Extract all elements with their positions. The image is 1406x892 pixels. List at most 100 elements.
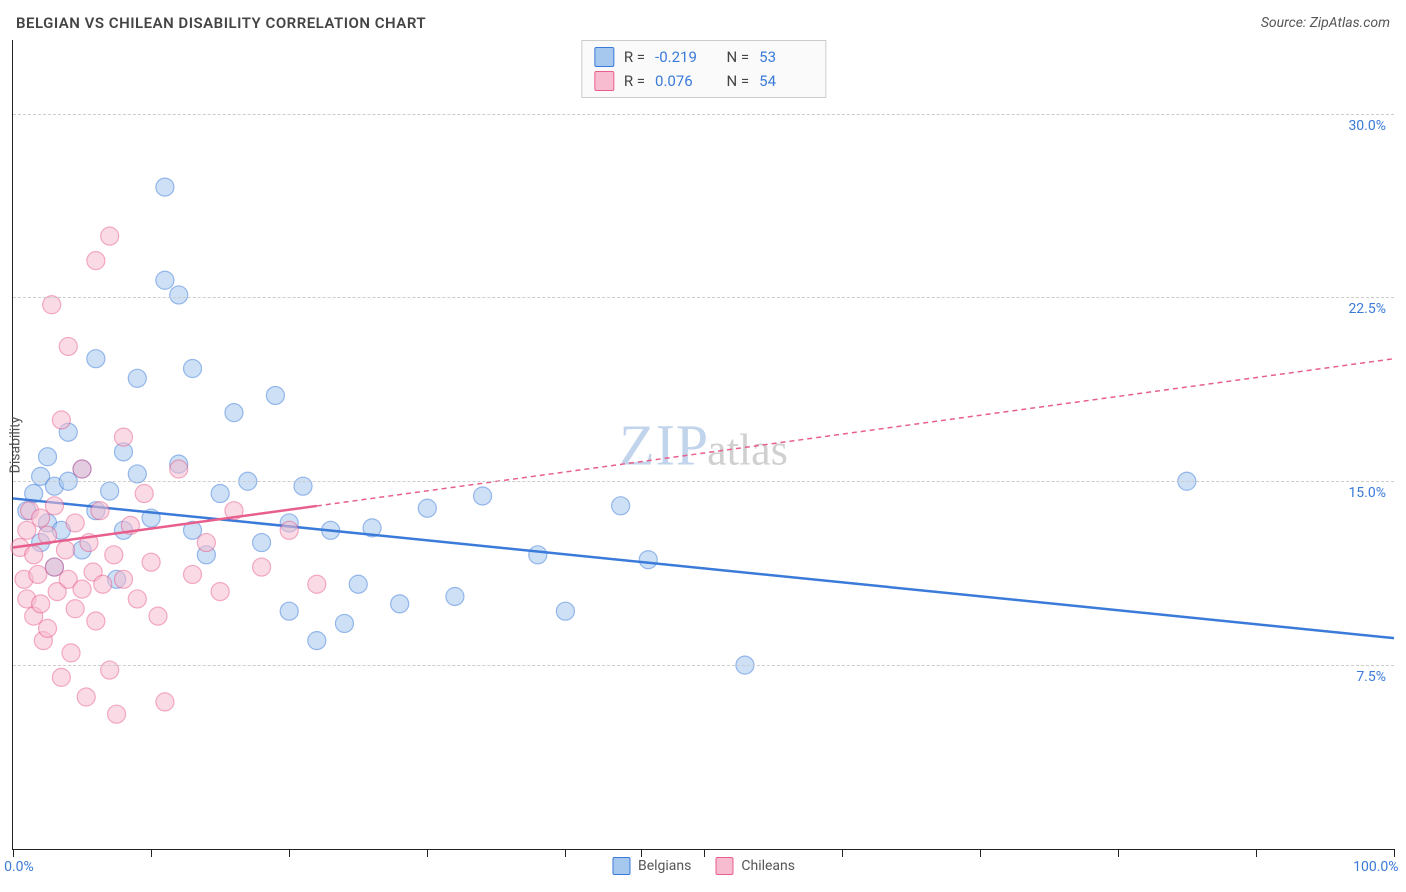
data-point [114, 428, 132, 446]
data-point [101, 482, 119, 500]
data-point [128, 465, 146, 483]
n-label: N = [719, 69, 749, 93]
x-tick [13, 849, 14, 857]
scatter-svg [13, 40, 1394, 849]
x-axis-min-label: 0.0% [4, 859, 34, 875]
data-point [73, 580, 91, 598]
data-point [225, 404, 243, 422]
data-point [211, 583, 229, 601]
data-point [39, 448, 57, 466]
data-point [87, 612, 105, 630]
x-tick [427, 849, 428, 857]
legend-bottom: Belgians Chileans [612, 857, 795, 875]
data-point [170, 286, 188, 304]
data-point [149, 607, 167, 625]
data-point [184, 565, 202, 583]
correlation-stats-box: R = -0.219 N = 53R = 0.076 N = 54 [581, 40, 826, 98]
data-point [87, 252, 105, 270]
data-point [94, 575, 112, 593]
data-point [170, 460, 188, 478]
legend-item: Belgians [612, 857, 691, 875]
series-swatch [594, 47, 614, 67]
gridline [13, 665, 1394, 666]
data-point [32, 595, 50, 613]
x-axis-max-label: 100.0% [1353, 859, 1398, 875]
data-point [43, 296, 61, 314]
data-point [308, 575, 326, 593]
x-tick [1118, 849, 1119, 857]
data-point [612, 497, 630, 515]
data-point [156, 693, 174, 711]
x-tick [842, 849, 843, 857]
legend-swatch [715, 857, 733, 875]
x-tick [289, 849, 290, 857]
legend-swatch [612, 857, 630, 875]
data-point [45, 497, 63, 515]
data-point [308, 632, 326, 650]
legend-label: Belgians [638, 858, 691, 874]
r-value: -0.219 [655, 45, 709, 69]
stats-row: R = 0.076 N = 54 [594, 69, 813, 93]
data-point [59, 337, 77, 355]
stats-row: R = -0.219 N = 53 [594, 45, 813, 69]
source-attribution: Source: ZipAtlas.com [1261, 15, 1390, 31]
data-point [105, 546, 123, 564]
x-tick [565, 849, 566, 857]
data-point [556, 602, 574, 620]
data-point [280, 602, 298, 620]
data-point [66, 514, 84, 532]
data-point [294, 477, 312, 495]
gridline [13, 297, 1394, 298]
data-point [128, 590, 146, 608]
data-point [56, 541, 74, 559]
chart-container: BELGIAN VS CHILEAN DISABILITY CORRELATIO… [12, 12, 1394, 880]
data-point [108, 705, 126, 723]
data-point [197, 534, 215, 552]
data-point [418, 499, 436, 517]
x-tick [704, 849, 705, 857]
x-tick [1394, 849, 1395, 857]
data-point [446, 587, 464, 605]
trend-line-extrapolated [317, 359, 1394, 506]
data-point [114, 570, 132, 588]
data-point [639, 551, 657, 569]
data-point [52, 411, 70, 429]
x-tick [980, 849, 981, 857]
data-point [52, 668, 70, 686]
y-tick-label: 22.5% [1346, 301, 1388, 317]
data-point [184, 360, 202, 378]
plot-area: Disability ZIP atlas R = -0.219 N = 53R … [12, 40, 1394, 850]
data-point [101, 227, 119, 245]
legend-label: Chileans [741, 858, 795, 874]
gridline [13, 481, 1394, 482]
x-tick [151, 849, 152, 857]
data-point [77, 688, 95, 706]
data-point [128, 369, 146, 387]
r-label: R = [624, 69, 645, 93]
r-label: R = [624, 45, 645, 69]
data-point [156, 271, 174, 289]
data-point [29, 565, 47, 583]
data-point [280, 521, 298, 539]
data-point [66, 600, 84, 618]
legend-item: Chileans [715, 857, 795, 875]
n-value: 53 [759, 45, 813, 69]
data-point [87, 350, 105, 368]
data-point [211, 485, 229, 503]
data-point [474, 487, 492, 505]
data-point [73, 460, 91, 478]
y-tick-label: 30.0% [1346, 118, 1388, 134]
data-point [91, 502, 109, 520]
data-point [101, 661, 119, 679]
data-point [62, 644, 80, 662]
y-tick-label: 7.5% [1354, 669, 1388, 685]
series-swatch [594, 71, 614, 91]
gridline [13, 114, 1394, 115]
data-point [25, 546, 43, 564]
data-point [39, 619, 57, 637]
data-point [253, 534, 271, 552]
data-point [349, 575, 367, 593]
data-point [142, 553, 160, 571]
data-point [529, 546, 547, 564]
x-tick [641, 849, 642, 857]
